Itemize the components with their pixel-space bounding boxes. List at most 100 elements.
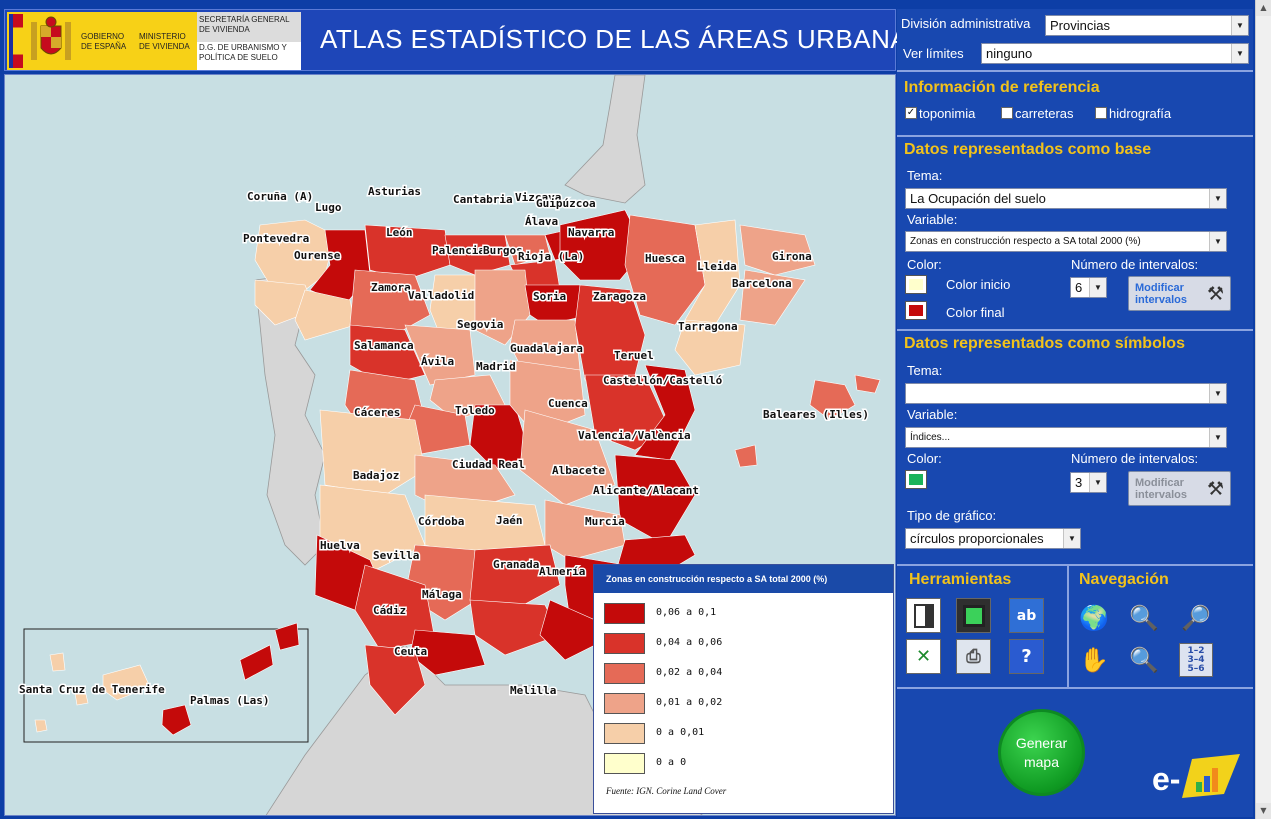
province-girona[interactable] — [739, 224, 816, 276]
zoom-out-icon[interactable]: 🔎 — [1181, 604, 1211, 632]
sym-intervals-select[interactable]: 3 ▼ — [1070, 472, 1107, 493]
chevron-down-icon[interactable]: ▼ — [1089, 278, 1106, 297]
legend-label: 0 a 0,01 — [656, 727, 705, 738]
province-asturias[interactable] — [364, 224, 451, 281]
carreteras-label: carreteras — [1015, 106, 1074, 121]
modify-label-2: intervalos — [1135, 294, 1187, 306]
label-navarra: Navarra — [568, 226, 614, 239]
province-granada[interactable] — [469, 599, 561, 656]
canary-tenerife[interactable] — [102, 664, 151, 701]
canary-la-gomera[interactable] — [74, 689, 89, 706]
layout-tool-icon[interactable] — [906, 598, 941, 633]
base-intervals-select[interactable]: 6 ▼ — [1070, 277, 1107, 298]
province-tarragona[interactable] — [674, 319, 746, 376]
help-icon[interactable]: ? — [1009, 639, 1044, 674]
canary-fuerteventura[interactable] — [239, 644, 274, 681]
province-cadiz[interactable] — [364, 644, 426, 716]
print-icon[interactable]: ⎙ — [956, 639, 991, 674]
label-malaga: Málaga — [422, 588, 462, 601]
sym-color-picker[interactable] — [905, 470, 927, 489]
tools-title: Herramientas — [909, 571, 1012, 588]
base-theme-select[interactable]: La Ocupación del suelo ▼ — [905, 188, 1227, 209]
tools-icon: ⚒ — [1206, 478, 1224, 500]
division-select[interactable]: Provincias ▼ — [1045, 15, 1249, 36]
sym-intervals-label: Número de intervalos: — [1071, 451, 1199, 466]
canary-la-palma[interactable] — [49, 652, 66, 672]
province-valencia[interactable] — [614, 454, 696, 546]
province-ourense[interactable] — [294, 289, 356, 341]
base-variable-select[interactable]: Zonas en construcción respecto a SA tota… — [905, 231, 1227, 252]
legend-item: 0,01 a 0,02 — [604, 693, 864, 715]
chevron-down-icon[interactable]: ▼ — [1089, 473, 1106, 492]
canary-gran-canaria[interactable] — [161, 704, 192, 736]
label-soria: Soria — [533, 290, 566, 303]
sym-modify-label-2: intervalos — [1135, 489, 1187, 501]
chevron-down-icon[interactable]: ▼ — [1231, 16, 1248, 35]
chevron-down-icon[interactable]: ▼ — [1209, 189, 1226, 208]
zoom-in-icon[interactable]: 🔍 — [1129, 604, 1159, 632]
zoom-extent-icon[interactable]: 🔍 — [1129, 646, 1159, 674]
tools-icon: ⚒ — [1206, 283, 1224, 305]
canary-lanzarote[interactable] — [274, 622, 300, 651]
color-end-picker[interactable] — [905, 301, 927, 320]
globe-icon[interactable]: 🌍 — [1079, 604, 1109, 632]
pan-hand-icon[interactable]: ✋ — [1079, 646, 1109, 674]
province-coruna[interactable] — [254, 219, 336, 291]
sym-variable-select[interactable]: Índices... ▼ — [905, 427, 1227, 448]
toponimia-label: toponimia — [919, 106, 976, 121]
chart-type-value: círculos proporcionales — [910, 531, 1044, 546]
chevron-down-icon[interactable]: ▼ — [1063, 529, 1080, 548]
province-vizcaya[interactable] — [504, 234, 551, 266]
province-cuenca[interactable] — [519, 409, 616, 506]
divider-vertical — [1067, 566, 1069, 687]
save-icon[interactable] — [956, 598, 991, 633]
text-tool-icon[interactable]: ab — [1009, 598, 1044, 633]
nav-title: Navegación — [1079, 571, 1169, 588]
hidrografia-checkbox[interactable] — [1095, 107, 1107, 119]
base-color-label: Color: — [907, 257, 942, 272]
province-baleares-ibiza[interactable] — [734, 444, 758, 468]
limits-select[interactable]: ninguno ▼ — [981, 43, 1249, 64]
province-madrid[interactable] — [469, 404, 531, 471]
toponimia-checkbox[interactable]: ✓ — [905, 107, 917, 119]
province-baleares-menorca[interactable] — [854, 374, 881, 394]
province-almeria[interactable] — [539, 599, 606, 661]
generate-map-button[interactable]: Generar mapa — [998, 709, 1085, 796]
label-barcelona: Barcelona — [732, 277, 792, 290]
label-las-palmas: Palmas (Las) — [190, 694, 269, 707]
chevron-down-icon[interactable]: ▼ — [1209, 232, 1226, 251]
province-baleares-mallorca[interactable] — [809, 379, 856, 421]
legend-label: 0,06 a 0,1 — [656, 607, 717, 618]
modify-intervals-button[interactable]: Modificar intervalos ⚒ — [1128, 276, 1231, 311]
symbols-title: Datos representados como símbolos — [904, 335, 1185, 352]
sym-modify-intervals-button[interactable]: Modificar intervalos ⚒ — [1128, 471, 1231, 506]
sym-theme-label: Tema: — [907, 363, 943, 378]
province-caceres[interactable] — [319, 409, 426, 496]
province-navarra[interactable] — [559, 209, 646, 281]
canary-el-hierro[interactable] — [34, 719, 48, 733]
numbered-list-icon[interactable]: 1–2 3–4 5–6 — [1179, 643, 1213, 677]
province-sevilla[interactable] — [354, 564, 436, 651]
carreteras-checkbox[interactable] — [1001, 107, 1013, 119]
chart-type-select[interactable]: círculos proporcionales ▼ — [905, 528, 1081, 549]
canary-islands-shapes[interactable] — [34, 622, 300, 736]
province-jaen[interactable] — [469, 544, 561, 616]
label-vizcaya: Vizcaya — [515, 191, 561, 204]
chevron-down-icon[interactable]: ▼ — [1209, 428, 1226, 447]
scroll-up-icon[interactable]: ▲ — [1256, 0, 1271, 16]
excel-icon[interactable]: ✕ — [906, 639, 941, 674]
scroll-down-icon[interactable]: ▼ — [1256, 803, 1271, 819]
label-girona: Girona — [772, 250, 812, 263]
province-albacete[interactable] — [544, 499, 626, 561]
sym-theme-select[interactable]: ▼ — [905, 383, 1227, 404]
divider — [897, 70, 1253, 72]
base-title: Datos representados como base — [904, 141, 1152, 158]
color-start-picker[interactable] — [905, 275, 927, 294]
label-asturias: Asturias — [368, 185, 421, 198]
chevron-down-icon[interactable]: ▼ — [1231, 44, 1248, 63]
sym-modify-label: Modificar intervalos — [1135, 477, 1187, 501]
chevron-down-icon[interactable]: ▼ — [1209, 384, 1226, 403]
province-barcelona[interactable] — [739, 269, 806, 326]
limits-value: ninguno — [986, 46, 1033, 61]
scrollbar[interactable]: ▲ ▼ — [1255, 0, 1271, 819]
